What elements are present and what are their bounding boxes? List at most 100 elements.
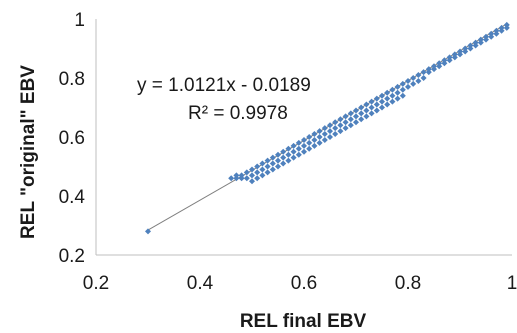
- data-point: [295, 151, 302, 158]
- data-point: [477, 39, 484, 46]
- data-point: [233, 172, 240, 179]
- data-point: [285, 157, 292, 164]
- data-point: [249, 172, 255, 179]
- data-point: [295, 139, 302, 146]
- data-point: [389, 98, 396, 105]
- data-point: [254, 163, 261, 170]
- data-point: [353, 113, 359, 120]
- data-point: [431, 66, 437, 73]
- trendline: [147, 23, 508, 231]
- data-point: [306, 134, 313, 140]
- data-point: [399, 86, 406, 93]
- data-points: [145, 21, 510, 235]
- data-point: [280, 160, 287, 167]
- x-axis-title: REL final EBV: [240, 311, 367, 332]
- data-point: [316, 128, 323, 135]
- data-point: [249, 166, 255, 173]
- data-point: [327, 122, 333, 129]
- data-point: [353, 107, 359, 114]
- data-point: [311, 136, 318, 143]
- data-point: [342, 113, 349, 120]
- data-point: [321, 131, 328, 138]
- data-point: [379, 98, 385, 105]
- data-point: [275, 151, 281, 158]
- data-point: [483, 36, 489, 43]
- x-tick-label: 0.8: [395, 273, 421, 294]
- y-tick-label: 0.4: [59, 187, 86, 208]
- data-point: [280, 148, 287, 155]
- data-point: [420, 69, 427, 76]
- data-point: [451, 54, 458, 61]
- data-point: [301, 148, 307, 155]
- data-point: [358, 104, 365, 111]
- data-point: [425, 69, 432, 76]
- trendline-equation: y = 1.0121x - 0.0189: [137, 75, 311, 96]
- data-point: [269, 154, 276, 161]
- data-point: [259, 166, 266, 173]
- data-point: [264, 169, 271, 176]
- data-point: [420, 75, 427, 81]
- data-point: [384, 101, 391, 108]
- data-point: [342, 119, 349, 126]
- data-point: [301, 142, 307, 149]
- data-point: [238, 175, 245, 182]
- data-point: [347, 122, 354, 129]
- data-point: [368, 98, 375, 105]
- data-point: [249, 178, 255, 185]
- data-point: [275, 157, 281, 164]
- x-tick-label: 1: [507, 273, 517, 294]
- data-point: [243, 169, 250, 176]
- data-point: [394, 95, 401, 102]
- data-point: [269, 166, 276, 173]
- data-point: [415, 72, 422, 79]
- data-point: [280, 154, 287, 161]
- data-point: [399, 80, 406, 87]
- data-point: [358, 116, 365, 123]
- tick-labels: 0.2 0.4 0.6 0.8 1 0.2 0.4 0.6 0.8 1: [59, 10, 517, 294]
- data-point: [363, 101, 370, 108]
- data-point: [306, 145, 313, 152]
- data-point: [405, 83, 411, 90]
- data-point: [373, 101, 380, 108]
- data-point: [373, 95, 380, 102]
- data-point: [259, 160, 266, 167]
- data-point: [337, 116, 344, 123]
- data-point: [327, 134, 333, 140]
- data-point: [410, 75, 417, 81]
- x-tick-label: 0.4: [187, 273, 214, 294]
- data-point: [228, 175, 235, 182]
- data-point: [436, 63, 443, 70]
- data-point: [254, 175, 261, 182]
- data-point: [415, 77, 422, 84]
- data-point: [457, 51, 463, 58]
- data-point: [441, 60, 448, 67]
- data-point: [311, 131, 318, 138]
- data-point: [379, 104, 385, 111]
- data-point: [332, 131, 339, 138]
- y-axis-title: REL "original" EBV: [18, 65, 39, 239]
- data-point: [399, 92, 406, 99]
- data-point: [316, 134, 323, 140]
- x-tick-label: 0.2: [83, 273, 109, 294]
- data-point: [363, 113, 370, 120]
- data-point: [405, 77, 411, 84]
- data-point: [462, 48, 469, 55]
- data-point: [311, 142, 318, 149]
- data-point: [472, 42, 479, 49]
- data-point: [264, 157, 271, 164]
- y-tick-label: 0.8: [59, 69, 85, 90]
- data-point: [285, 151, 292, 158]
- data-point: [368, 110, 375, 117]
- data-point: [306, 139, 313, 146]
- y-tick-label: 0.6: [59, 128, 85, 149]
- data-point: [389, 92, 396, 99]
- y-tick-label: 0.2: [59, 246, 85, 267]
- data-point: [321, 136, 328, 143]
- data-point: [321, 125, 328, 132]
- data-point: [347, 110, 354, 117]
- data-point: [285, 145, 292, 152]
- data-point: [254, 169, 261, 176]
- data-point: [337, 122, 344, 129]
- data-point: [363, 107, 370, 114]
